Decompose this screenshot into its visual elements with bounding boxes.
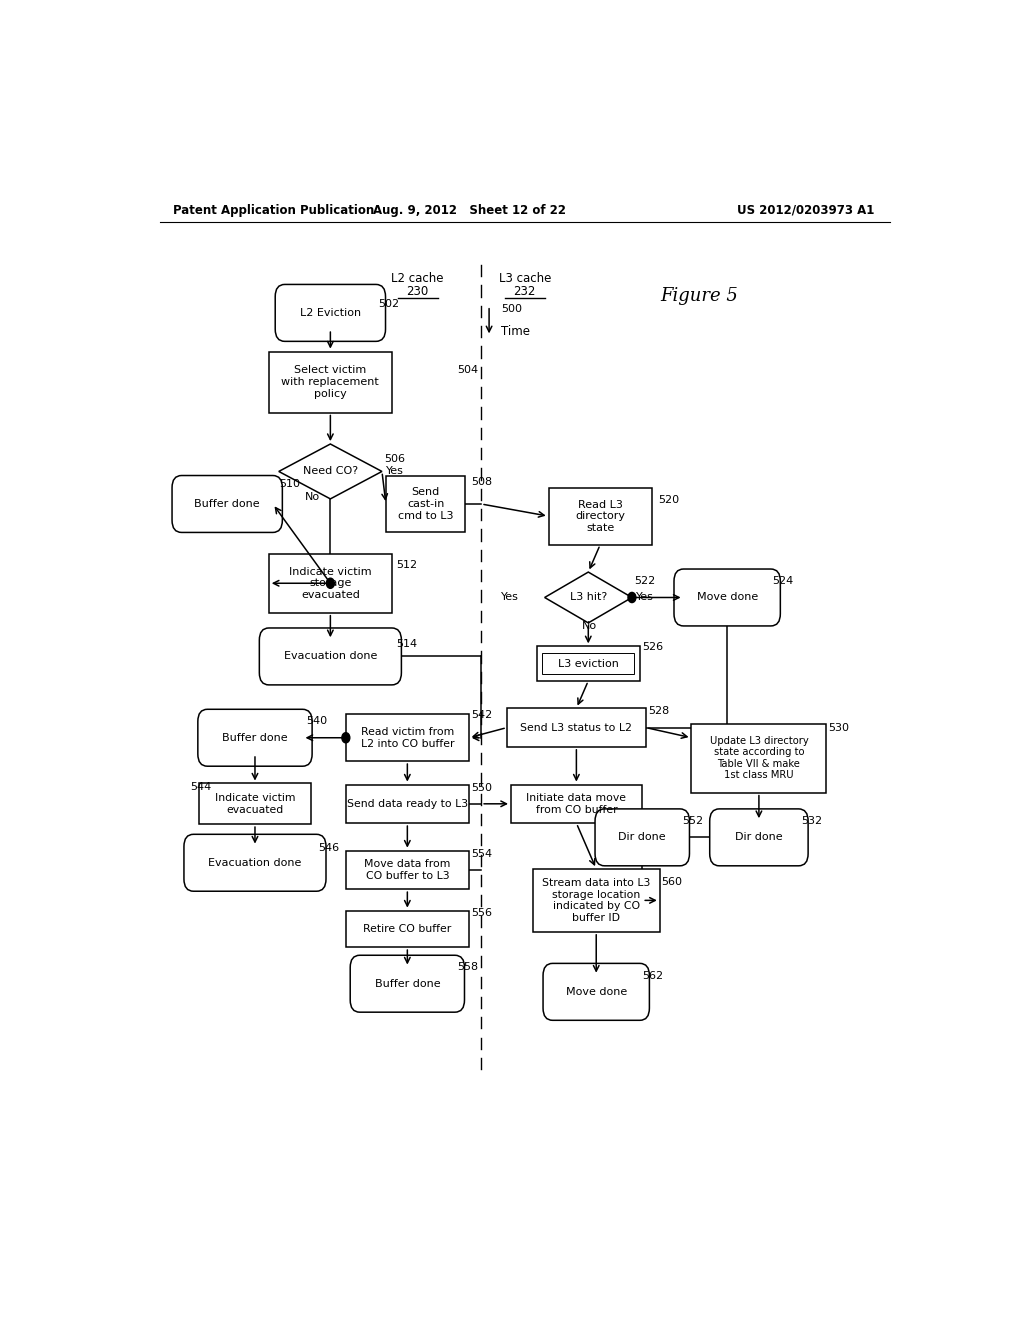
Text: Dir done: Dir done <box>618 833 666 842</box>
Text: Dir done: Dir done <box>735 833 782 842</box>
Text: 526: 526 <box>642 643 664 652</box>
FancyBboxPatch shape <box>259 628 401 685</box>
FancyBboxPatch shape <box>275 284 385 342</box>
Text: 230: 230 <box>407 285 429 298</box>
FancyBboxPatch shape <box>674 569 780 626</box>
Text: 546: 546 <box>318 842 340 853</box>
Text: 550: 550 <box>471 783 492 792</box>
Text: Stream data into L3
storage location
indicated by CO
buffer ID: Stream data into L3 storage location ind… <box>542 878 650 923</box>
Text: Update L3 directory
state according to
Table VII & make
1st class MRU: Update L3 directory state according to T… <box>710 735 808 780</box>
Text: L2 cache: L2 cache <box>391 272 444 285</box>
FancyBboxPatch shape <box>172 475 283 532</box>
Text: 524: 524 <box>772 577 794 586</box>
Text: 558: 558 <box>458 962 478 973</box>
Text: 554: 554 <box>471 849 492 858</box>
Bar <box>269 351 392 412</box>
Text: Buffer done: Buffer done <box>375 978 440 989</box>
FancyBboxPatch shape <box>184 834 326 891</box>
Text: 504: 504 <box>458 364 478 375</box>
Text: Yes: Yes <box>386 466 403 477</box>
Text: L3 eviction: L3 eviction <box>558 659 618 668</box>
Text: Select victim
with replacement
policy: Select victim with replacement policy <box>282 366 379 399</box>
Text: 512: 512 <box>396 560 418 570</box>
Text: 562: 562 <box>642 970 664 981</box>
Bar <box>269 554 392 612</box>
Text: Send L3 status to L2: Send L3 status to L2 <box>520 722 633 733</box>
Text: Move done: Move done <box>565 987 627 997</box>
Text: Indicate victim
storage
evacuated: Indicate victim storage evacuated <box>289 566 372 599</box>
Bar <box>549 487 652 545</box>
Bar <box>691 723 826 792</box>
Circle shape <box>342 733 350 743</box>
Text: Buffer done: Buffer done <box>222 733 288 743</box>
Circle shape <box>327 578 335 589</box>
Text: Indicate victim
evacuated: Indicate victim evacuated <box>215 793 295 814</box>
Text: Yes: Yes <box>501 593 519 602</box>
Bar <box>532 869 659 932</box>
Text: 500: 500 <box>501 304 522 314</box>
Text: Figure 5: Figure 5 <box>660 286 738 305</box>
Bar <box>537 647 640 681</box>
Text: No: No <box>582 620 597 631</box>
Text: Move data from
CO buffer to L3: Move data from CO buffer to L3 <box>365 859 451 880</box>
Text: 514: 514 <box>396 639 418 649</box>
Text: Evacuation done: Evacuation done <box>284 652 377 661</box>
Text: No: No <box>305 492 321 502</box>
Text: 510: 510 <box>279 479 300 488</box>
FancyBboxPatch shape <box>543 964 649 1020</box>
Bar <box>346 850 469 890</box>
Text: Send
cast-in
cmd to L3: Send cast-in cmd to L3 <box>398 487 454 520</box>
Text: 540: 540 <box>306 717 327 726</box>
Text: 552: 552 <box>682 816 703 826</box>
Text: Buffer done: Buffer done <box>195 499 260 510</box>
Text: Need CO?: Need CO? <box>303 466 358 477</box>
Text: 530: 530 <box>828 722 849 733</box>
Text: 508: 508 <box>471 477 492 487</box>
Text: 542: 542 <box>471 710 493 721</box>
Text: 232: 232 <box>514 285 536 298</box>
Text: Patent Application Publication: Patent Application Publication <box>173 203 375 216</box>
Text: Initiate data move
from CO buffer: Initiate data move from CO buffer <box>526 793 627 814</box>
Text: 522: 522 <box>634 577 655 586</box>
Text: 556: 556 <box>471 908 492 917</box>
Text: 506: 506 <box>384 454 406 465</box>
Text: 528: 528 <box>648 706 669 717</box>
Text: Send data ready to L3: Send data ready to L3 <box>347 799 468 809</box>
Circle shape <box>628 593 636 602</box>
Text: US 2012/0203973 A1: US 2012/0203973 A1 <box>736 203 873 216</box>
Text: Read L3
directory
state: Read L3 directory state <box>575 499 626 533</box>
Text: 544: 544 <box>190 781 211 792</box>
Text: L2 Eviction: L2 Eviction <box>300 308 360 318</box>
FancyBboxPatch shape <box>595 809 689 866</box>
Polygon shape <box>279 444 382 499</box>
Bar <box>200 784 310 824</box>
Bar <box>346 911 469 948</box>
Text: Move done: Move done <box>696 593 758 602</box>
FancyBboxPatch shape <box>350 956 465 1012</box>
Text: Time: Time <box>501 325 530 338</box>
Text: 560: 560 <box>662 876 682 887</box>
Bar <box>543 653 634 673</box>
FancyBboxPatch shape <box>710 809 808 866</box>
Text: L3 hit?: L3 hit? <box>569 593 607 602</box>
Bar <box>346 784 469 824</box>
Bar <box>346 714 469 762</box>
Text: 532: 532 <box>801 816 822 826</box>
Text: Yes: Yes <box>636 593 653 602</box>
Text: Read victim from
L2 into CO buffer: Read victim from L2 into CO buffer <box>360 727 454 748</box>
Text: Retire CO buffer: Retire CO buffer <box>364 924 452 933</box>
Text: L3 cache: L3 cache <box>499 272 551 285</box>
Bar <box>507 709 646 747</box>
Text: 502: 502 <box>378 298 399 309</box>
FancyBboxPatch shape <box>198 709 312 766</box>
Bar <box>386 475 465 532</box>
Text: Evacuation done: Evacuation done <box>208 858 302 867</box>
Text: 520: 520 <box>658 495 679 506</box>
Bar <box>511 784 642 824</box>
Text: Aug. 9, 2012   Sheet 12 of 22: Aug. 9, 2012 Sheet 12 of 22 <box>373 203 565 216</box>
Polygon shape <box>545 572 632 623</box>
